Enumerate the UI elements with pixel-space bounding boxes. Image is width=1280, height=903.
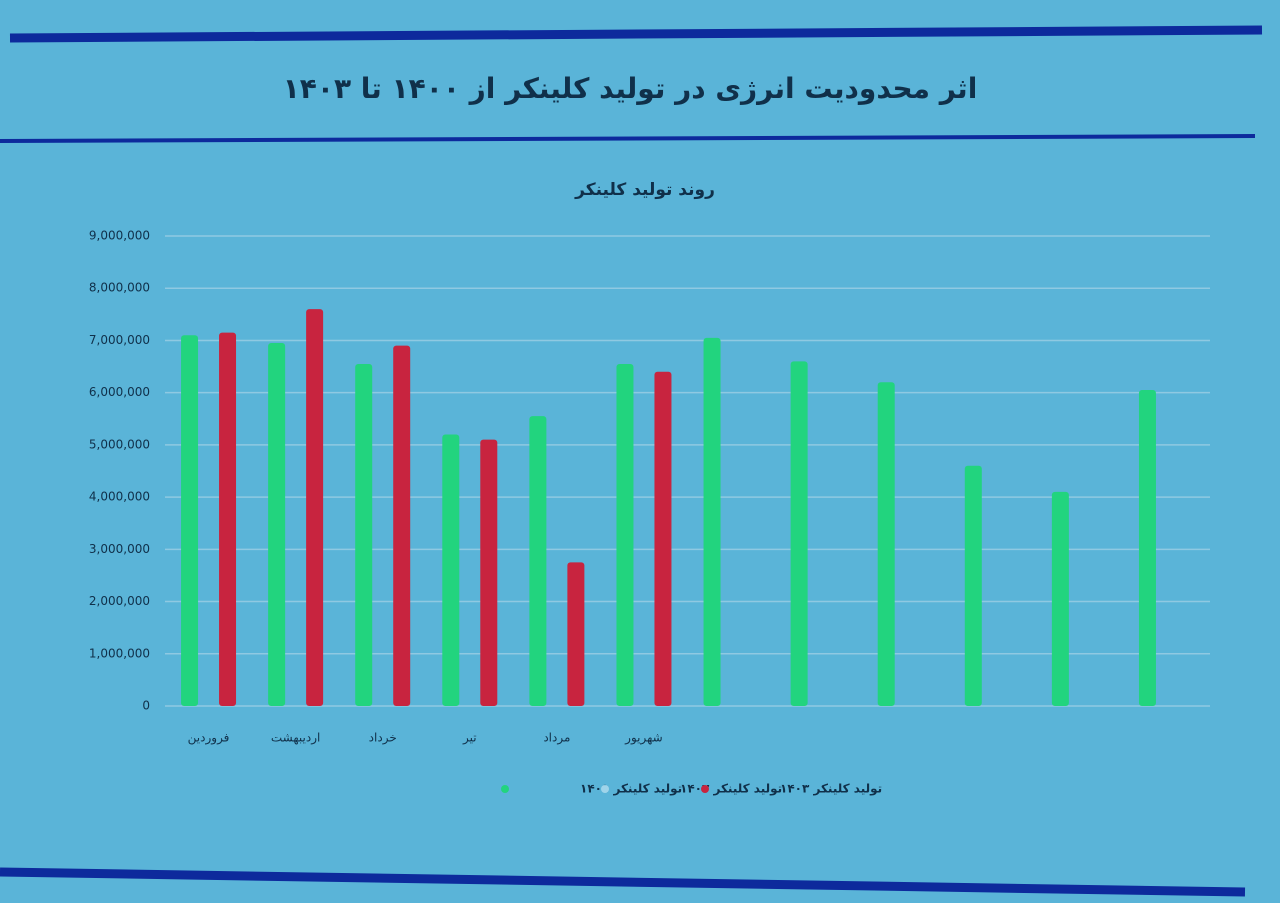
y-tick-label: 3,000,000 [89,542,150,556]
legend-label: تولید کلینکر ۱۴۰۲ [680,782,782,797]
bar [219,332,237,706]
y-tick-label: 7,000,000 [89,333,150,347]
legend-swatch [701,785,709,793]
chart-title: روند تولید کلینکر [574,180,715,200]
slide-title: اثر محدودیت انرژی در تولید کلینکر از ۱۴۰… [283,72,978,105]
x-tick-label: تیر [462,731,477,746]
x-tick-label: فروردین [188,731,230,746]
bar [268,343,286,706]
x-tick-label: خرداد [369,731,397,746]
top-rule [9,25,1263,43]
legend-label: تولید کلینکر ۱۴۰۱ [580,782,682,797]
bar [1051,491,1069,706]
bar [790,361,808,706]
title-rule [0,134,1256,143]
bar [964,465,982,706]
bar [355,363,373,706]
bar [654,371,672,706]
bar [442,434,460,706]
y-tick-label: 5,000,000 [89,437,150,451]
bar [567,562,585,706]
bar [393,345,411,706]
bar [1138,390,1156,706]
x-tick-label: مرداد [543,731,570,746]
legend-label: تولید کلینکر ۱۴۰۳ [780,782,882,797]
bar [181,335,199,706]
x-tick-label: شهریور [624,731,663,746]
bar [877,382,895,706]
y-tick-label: 2,000,000 [89,594,150,608]
y-tick-label: 6,000,000 [89,385,150,399]
bar [616,363,634,706]
y-tick-label: 0 [142,699,150,713]
legend-swatch [601,785,609,793]
x-tick-label: اردیبهشت [271,731,320,746]
bar [529,416,547,706]
y-tick-label: 8,000,000 [89,281,150,295]
legend-swatch [501,785,509,793]
bar [480,439,498,706]
y-tick-label: 9,000,000 [89,229,150,243]
bottom-rule [0,867,1246,897]
bar [306,309,324,706]
y-tick-label: 1,000,000 [89,646,150,660]
y-tick-label: 4,000,000 [89,490,150,504]
bar [703,337,721,706]
